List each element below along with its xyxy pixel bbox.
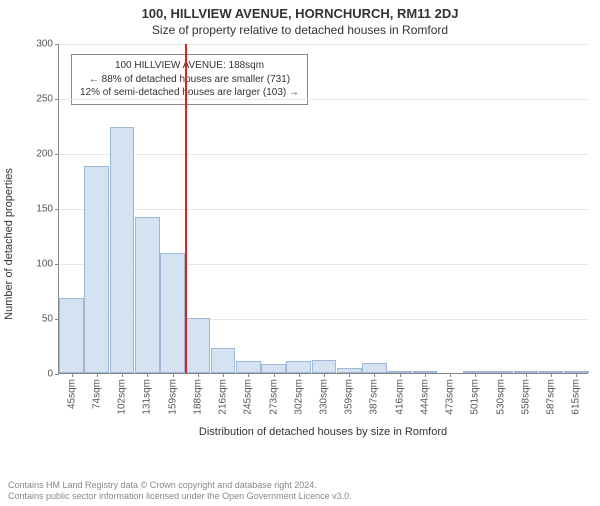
- x-tick-label: 216sqm: [218, 379, 229, 415]
- x-tick-mark: [526, 373, 527, 377]
- x-tick-mark: [274, 373, 275, 377]
- x-tick-mark: [324, 373, 325, 377]
- histogram-bar: [59, 298, 84, 373]
- x-tick-label: 302sqm: [293, 379, 304, 415]
- x-tick-mark: [349, 373, 350, 377]
- y-tick-label: 150: [36, 204, 53, 215]
- y-axis-label: Number of detached properties: [3, 168, 15, 320]
- histogram-bar: [211, 348, 236, 373]
- x-tick-label: 558sqm: [520, 379, 531, 415]
- x-tick-label: 74sqm: [91, 379, 102, 409]
- x-tick-label: 416sqm: [394, 379, 405, 415]
- x-tick-mark: [450, 373, 451, 377]
- x-tick-label: 159sqm: [167, 379, 178, 415]
- x-tick-mark: [97, 373, 98, 377]
- x-tick-label: 587sqm: [546, 379, 557, 415]
- x-tick-mark: [299, 373, 300, 377]
- chart-container: Number of detached properties 100 HILLVI…: [0, 44, 600, 444]
- x-tick-label: 330sqm: [319, 379, 330, 415]
- histogram-bar: [236, 361, 261, 373]
- x-tick-label: 102sqm: [117, 379, 128, 415]
- x-tick-label: 473sqm: [445, 379, 456, 415]
- histogram-bar: [312, 360, 337, 373]
- histogram-bar: [84, 166, 109, 373]
- x-tick-mark: [72, 373, 73, 377]
- grid-line: [59, 154, 588, 155]
- histogram-bar: [185, 318, 210, 373]
- x-tick-label: 273sqm: [268, 379, 279, 415]
- y-tick-label: 250: [36, 94, 53, 105]
- x-tick-label: 387sqm: [369, 379, 380, 415]
- info-line-2: ← 88% of detached houses are smaller (73…: [80, 73, 299, 87]
- x-tick-mark: [551, 373, 552, 377]
- x-axis-label: Distribution of detached houses by size …: [58, 426, 588, 438]
- x-tick-mark: [501, 373, 502, 377]
- x-tick-label: 131sqm: [142, 379, 153, 415]
- x-tick-label: 444sqm: [419, 379, 430, 415]
- reference-line: [185, 44, 187, 373]
- y-tick-mark: [55, 44, 59, 45]
- x-tick-mark: [475, 373, 476, 377]
- histogram-bar: [110, 127, 135, 373]
- histogram-bar: [362, 363, 387, 373]
- x-tick-mark: [198, 373, 199, 377]
- y-tick-mark: [55, 209, 59, 210]
- histogram-bar: [160, 253, 185, 373]
- y-tick-mark: [55, 99, 59, 100]
- x-tick-mark: [122, 373, 123, 377]
- x-tick-label: 530sqm: [495, 379, 506, 415]
- y-tick-label: 100: [36, 259, 53, 270]
- footer-attribution: Contains HM Land Registry data © Crown c…: [8, 480, 352, 503]
- histogram-bar: [286, 361, 311, 373]
- x-tick-label: 501sqm: [470, 379, 481, 415]
- x-tick-mark: [147, 373, 148, 377]
- plot-area: 100 HILLVIEW AVENUE: 188sqm ← 88% of det…: [58, 44, 588, 374]
- grid-line: [59, 209, 588, 210]
- x-tick-label: 188sqm: [192, 379, 203, 415]
- histogram-bar: [135, 217, 160, 373]
- info-line-3: 12% of semi-detached houses are larger (…: [80, 86, 299, 100]
- y-tick-mark: [55, 264, 59, 265]
- x-tick-mark: [374, 373, 375, 377]
- histogram-bar: [261, 364, 286, 373]
- x-tick-label: 615sqm: [571, 379, 582, 415]
- x-tick-mark: [223, 373, 224, 377]
- footer-line-1: Contains HM Land Registry data © Crown c…: [8, 480, 352, 491]
- x-tick-label: 245sqm: [243, 379, 254, 415]
- y-tick-label: 0: [47, 369, 53, 380]
- y-tick-label: 200: [36, 149, 53, 160]
- x-tick-mark: [576, 373, 577, 377]
- page-title: 100, HILLVIEW AVENUE, HORNCHURCH, RM11 2…: [0, 6, 600, 21]
- x-tick-mark: [425, 373, 426, 377]
- info-line-1: 100 HILLVIEW AVENUE: 188sqm: [80, 59, 299, 73]
- y-tick-mark: [55, 374, 59, 375]
- footer-line-2: Contains public sector information licen…: [8, 491, 352, 502]
- y-tick-label: 300: [36, 39, 53, 50]
- x-tick-mark: [173, 373, 174, 377]
- grid-line: [59, 44, 588, 45]
- x-tick-mark: [400, 373, 401, 377]
- x-tick-mark: [248, 373, 249, 377]
- grid-line: [59, 99, 588, 100]
- y-tick-mark: [55, 154, 59, 155]
- info-box: 100 HILLVIEW AVENUE: 188sqm ← 88% of det…: [71, 54, 308, 105]
- y-tick-label: 50: [42, 314, 53, 325]
- page-subtitle: Size of property relative to detached ho…: [0, 23, 600, 37]
- x-tick-label: 45sqm: [66, 379, 77, 409]
- x-tick-label: 359sqm: [344, 379, 355, 415]
